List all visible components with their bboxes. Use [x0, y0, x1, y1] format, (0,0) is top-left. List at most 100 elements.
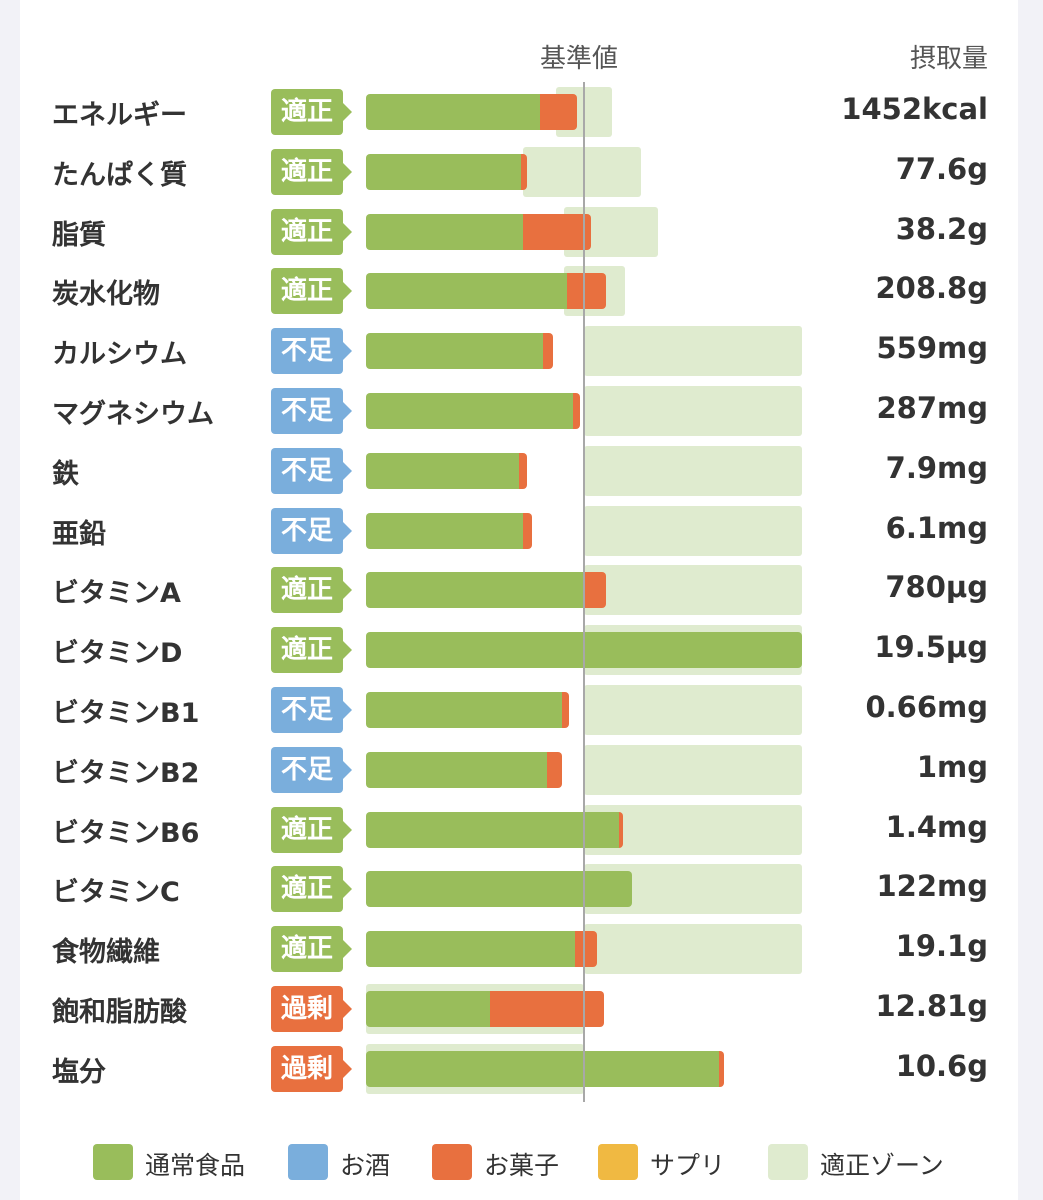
optimal-zone-bar [584, 924, 802, 975]
intake-bar-segment [490, 991, 604, 1027]
nutrient-row: ビタミンB6 適正 1.4mg [20, 800, 1018, 860]
status-badge: 不足 [271, 687, 352, 733]
nutrient-name: 亜鉛 [52, 518, 106, 550]
intake-amount: 1452kcal [841, 92, 988, 126]
intake-amount: 12.81g [875, 989, 989, 1023]
intake-bar-segment [542, 333, 554, 370]
baseline-reference-line [583, 82, 585, 1102]
legend-label: 通常食品 [145, 1151, 246, 1180]
legend-swatch [432, 1144, 472, 1180]
intake-bar-segment [518, 452, 528, 489]
intake-amount: 19.1g [895, 929, 988, 964]
intake-bar-segment [618, 811, 624, 848]
intake-bar-segment [366, 393, 574, 429]
nutrient-name: ビタミンC [52, 877, 180, 909]
intake-bar-segment [366, 991, 491, 1027]
optimal-zone-bar [584, 744, 802, 795]
intake-bar-segment [566, 273, 606, 310]
status-badge: 適正 [271, 208, 352, 255]
nutrient-name: 脂質 [52, 219, 106, 251]
legend-swatch [93, 1144, 133, 1180]
legend-label: お酒 [340, 1151, 391, 1180]
intake-amount: 780μg [885, 570, 988, 605]
nutrient-row: 鉄 不足 7.9mg [20, 441, 1018, 501]
intake-bar-segment [366, 213, 523, 250]
nutrient-name: ビタミンD [52, 638, 183, 670]
intake-bar-segment [366, 871, 632, 908]
nutrient-row: ビタミンA 適正 780μg [20, 560, 1018, 620]
intake-bar-segment [366, 931, 576, 968]
nutrient-row: ビタミンC 適正 122mg [20, 859, 1018, 919]
intake-bar-segment [546, 751, 563, 788]
intake-amount: 287mg [876, 391, 988, 425]
intake-bar-segment [366, 94, 541, 130]
status-badge: 不足 [271, 328, 352, 375]
nutrient-row: 脂質 適正 38.2g [20, 202, 1018, 262]
intake-bar-segment [562, 692, 569, 728]
nutrient-row: ビタミンD 適正 19.5μg [20, 620, 1018, 680]
nutrient-row: マグネシウム 不足 287mg [20, 381, 1018, 441]
intake-amount: 559mg [876, 331, 988, 366]
intake-amount: 7.9mg [885, 450, 988, 485]
intake-bar-segment [575, 931, 598, 968]
nutrient-name: たんぱく質 [52, 159, 187, 191]
optimal-zone-bar [584, 326, 802, 377]
legend-swatch [768, 1144, 808, 1180]
intake-amount: 19.5μg [874, 630, 988, 665]
intake-bar-segment [520, 153, 528, 190]
intake-bar-segment [540, 94, 578, 130]
intake-amount: 122mg [876, 869, 988, 904]
nutrient-name: 鉄 [52, 458, 79, 490]
intake-amount: 38.2g [895, 211, 988, 246]
optimal-zone-bar [584, 445, 802, 496]
intake-bar-segment [366, 333, 543, 370]
intake-bar-segment [366, 512, 523, 549]
status-badge: 過剰 [271, 1045, 352, 1092]
baseline-header: 基準値 [540, 44, 619, 74]
nutrient-row: エネルギー 適正 1452kcal [20, 82, 1018, 142]
status-badge: 適正 [271, 268, 352, 315]
status-badge: 適正 [271, 627, 352, 674]
intake-bar-segment [573, 393, 580, 429]
status-badge: 適正 [271, 806, 352, 853]
intake-bar-segment [522, 512, 532, 549]
status-badge: 適正 [271, 89, 352, 135]
nutrient-row: ビタミンB1 不足 0.66mg [20, 680, 1018, 740]
legend-swatch [598, 1144, 638, 1180]
nutrient-row: 亜鉛 不足 6.1mg [20, 501, 1018, 561]
nutrient-name: エネルギー [52, 100, 187, 131]
nutrient-name: ビタミンA [52, 578, 181, 610]
nutrient-name: 塩分 [52, 1056, 106, 1088]
nutrition-chart-card: 基準値 摂取量 エネルギー 適正 1452kcal たんぱく質 適正 77.6g 脂質 適正 3… [20, 0, 1018, 1200]
intake-amount: 208.8g [875, 271, 989, 306]
intake-bar-segment [366, 1050, 720, 1087]
status-badge: 適正 [271, 567, 352, 614]
optimal-zone-bar [584, 685, 802, 735]
status-badge: 不足 [271, 447, 352, 494]
intake-bar-segment [584, 572, 606, 609]
intake-amount: 0.66mg [865, 690, 988, 724]
intake-bar-segment [522, 213, 591, 250]
optimal-zone-bar [584, 505, 802, 556]
legend-label: サプリ [650, 1151, 726, 1180]
nutrient-row: たんぱく質 適正 77.6g [20, 142, 1018, 202]
nutrient-row: カルシウム 不足 559mg [20, 321, 1018, 381]
legend-swatch [288, 1144, 328, 1180]
chart-legend: 通常食品 お酒 お菓子 サプリ 適正ゾーン [20, 1140, 1018, 1190]
status-badge: 過剰 [271, 986, 352, 1032]
intake-bar-segment [719, 1050, 724, 1087]
intake-amount: 10.6g [895, 1048, 988, 1083]
optimal-zone-bar [584, 565, 802, 616]
intake-bar-segment [366, 273, 567, 310]
intake-bar-segment [366, 153, 521, 190]
intake-amount: 1.4mg [885, 809, 988, 844]
nutrient-name: ビタミンB2 [52, 757, 200, 789]
nutrient-name: マグネシウム [52, 399, 214, 430]
intake-bar-segment [366, 572, 584, 609]
optimal-zone-bar [522, 146, 641, 197]
intake-bar-segment [366, 811, 619, 848]
nutrient-name: ビタミンB1 [52, 698, 200, 729]
nutrient-row: 食物繊維 適正 19.1g [20, 919, 1018, 979]
status-badge: 不足 [271, 746, 352, 793]
nutrient-name: ビタミンB6 [52, 817, 200, 849]
